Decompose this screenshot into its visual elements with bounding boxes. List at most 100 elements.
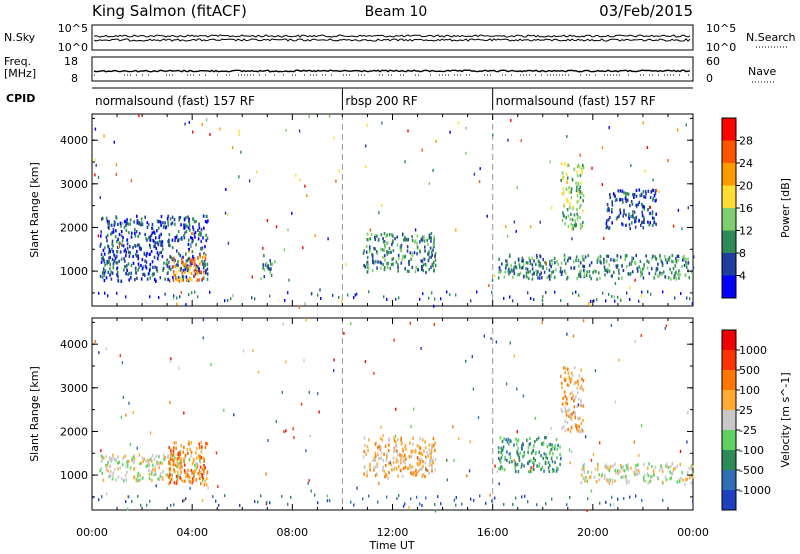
echo-cell bbox=[651, 216, 654, 220]
echo-cell bbox=[305, 318, 307, 322]
echo-cell bbox=[658, 274, 660, 278]
echo-cell bbox=[113, 220, 116, 224]
echo-cell bbox=[161, 477, 164, 481]
echo-cell bbox=[538, 464, 540, 468]
echo-cell bbox=[395, 449, 398, 453]
echo-cell bbox=[188, 479, 190, 483]
echo-cell bbox=[594, 369, 597, 373]
echo-cell bbox=[183, 218, 186, 222]
echo-cell bbox=[158, 455, 160, 459]
echo-cell bbox=[177, 278, 179, 282]
echo-cell bbox=[107, 225, 110, 229]
echo-cell bbox=[180, 461, 182, 465]
echo-cell bbox=[224, 494, 226, 498]
echo-cell bbox=[434, 448, 436, 453]
echo-cell bbox=[137, 262, 140, 266]
echo-cell bbox=[569, 256, 572, 260]
echo-cell bbox=[385, 472, 387, 477]
echo-cell bbox=[115, 229, 117, 233]
echo-cell bbox=[568, 448, 571, 452]
echo-cell bbox=[421, 452, 424, 457]
echo-cell bbox=[457, 121, 460, 125]
echo-cell bbox=[376, 251, 379, 255]
echo-cell bbox=[105, 454, 107, 458]
echo-cell bbox=[380, 261, 383, 265]
echo-cell bbox=[193, 458, 195, 462]
echo-cell bbox=[499, 460, 502, 464]
echo-cell bbox=[539, 276, 541, 280]
echo-cell bbox=[201, 475, 203, 479]
echo-cell bbox=[422, 238, 424, 242]
echo-cell bbox=[516, 273, 519, 277]
echo-cell bbox=[525, 261, 528, 265]
echo-cell bbox=[366, 238, 368, 242]
echo-cell bbox=[411, 235, 413, 239]
echo-cell bbox=[262, 246, 264, 250]
echo-cell bbox=[586, 479, 588, 483]
echo-cell bbox=[176, 470, 179, 474]
echo-cell bbox=[128, 495, 130, 499]
echo-cell bbox=[571, 218, 574, 222]
echo-cell bbox=[539, 273, 541, 277]
echo-cell bbox=[137, 471, 140, 475]
echo-cell bbox=[335, 179, 337, 183]
echo-cell bbox=[506, 259, 508, 263]
echo-cell bbox=[661, 470, 664, 474]
echo-cell bbox=[561, 192, 563, 196]
echo-cell bbox=[100, 459, 103, 463]
echo-cell bbox=[167, 214, 169, 218]
echo-cell bbox=[430, 456, 432, 460]
echo-cell bbox=[674, 296, 676, 300]
echo-cell bbox=[333, 358, 335, 362]
echo-cell bbox=[575, 380, 577, 385]
echo-cell bbox=[498, 456, 500, 460]
echo-cell bbox=[193, 269, 196, 273]
echo-cell bbox=[579, 185, 581, 189]
echo-cell bbox=[165, 473, 168, 477]
echo-cell bbox=[168, 279, 171, 283]
echo-cell bbox=[298, 129, 301, 133]
echo-cell bbox=[598, 473, 601, 477]
echo-cell bbox=[430, 239, 432, 243]
echo-cell bbox=[492, 133, 494, 137]
echo-cell bbox=[637, 463, 639, 467]
echo-cell bbox=[466, 474, 468, 478]
freq-strip bbox=[91, 56, 694, 82]
echo-cell bbox=[496, 470, 498, 474]
echo-cell bbox=[427, 236, 430, 240]
echo-cell bbox=[136, 221, 139, 225]
echo-cell bbox=[573, 399, 575, 403]
echo-cell bbox=[116, 261, 119, 265]
echo-cell bbox=[521, 256, 524, 260]
echo-cell bbox=[559, 463, 561, 467]
echo-cell bbox=[303, 359, 305, 363]
echo-cell bbox=[611, 481, 614, 485]
echo-cell bbox=[137, 479, 139, 483]
colorbar-swatch bbox=[722, 350, 736, 370]
echo-cell bbox=[505, 259, 507, 263]
echo-cell bbox=[194, 290, 196, 294]
echo-cell bbox=[675, 257, 677, 261]
echo-cell bbox=[521, 266, 524, 270]
echo-cell bbox=[402, 459, 404, 463]
echo-cell bbox=[638, 200, 641, 204]
colorbar-tick-label: -100 bbox=[739, 444, 764, 457]
echo-cell bbox=[138, 221, 141, 225]
echo-cell bbox=[533, 298, 535, 302]
echo-cell bbox=[199, 476, 201, 481]
echo-cell bbox=[151, 459, 153, 463]
echo-cell bbox=[556, 447, 559, 451]
echo-cell bbox=[641, 272, 643, 276]
echo-cell bbox=[158, 462, 160, 466]
echo-cell bbox=[377, 446, 379, 450]
echo-cell bbox=[564, 401, 567, 405]
echo-cell bbox=[551, 445, 554, 449]
echo-cell bbox=[548, 463, 551, 467]
echo-cell bbox=[622, 268, 625, 273]
echo-cell bbox=[566, 420, 569, 425]
echo-cell bbox=[569, 413, 571, 417]
echo-cell bbox=[383, 295, 385, 299]
echo-cell bbox=[172, 270, 175, 274]
echo-cell bbox=[189, 475, 191, 479]
echo-cell bbox=[180, 266, 182, 271]
